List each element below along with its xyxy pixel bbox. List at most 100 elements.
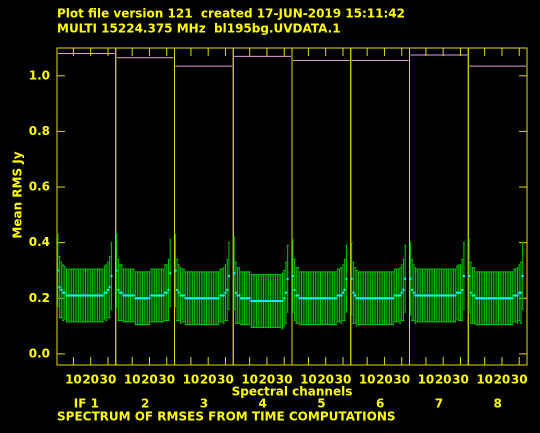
point [255, 300, 258, 303]
point [445, 294, 448, 297]
point [105, 291, 108, 294]
point [167, 288, 170, 291]
point [521, 275, 524, 278]
point [321, 297, 324, 300]
point [240, 297, 243, 300]
point [411, 288, 414, 291]
point [79, 294, 82, 297]
point [278, 300, 281, 303]
point [371, 297, 374, 300]
x-tick-label: 30 [511, 373, 528, 387]
point [319, 297, 322, 300]
point [390, 297, 393, 300]
point [400, 291, 403, 294]
point [84, 294, 87, 297]
point [101, 294, 104, 297]
panel-frame [291, 47, 352, 366]
panel-label: 8 [493, 397, 501, 411]
point [488, 297, 491, 300]
x-tick-label: 20 [435, 373, 452, 387]
point [86, 294, 89, 297]
point [302, 297, 305, 300]
point [87, 294, 90, 297]
point [252, 300, 255, 303]
point [174, 269, 177, 272]
chart-title: Plot file version 121 created 17-JUN-201… [57, 7, 405, 21]
x-tick-label: 10 [300, 373, 317, 387]
point [250, 300, 253, 303]
y-tick-label: 0.6 [29, 180, 50, 194]
point [94, 294, 97, 297]
point [423, 294, 426, 297]
x-tick-label: 20 [317, 373, 334, 387]
y-axis-label: Mean RMS Jy [11, 151, 25, 238]
point [257, 300, 260, 303]
point [433, 294, 436, 297]
point [310, 297, 313, 300]
point [447, 294, 450, 297]
point [127, 294, 130, 297]
point [507, 297, 510, 300]
point [241, 297, 244, 300]
point [418, 294, 421, 297]
x-tick-label: 10 [359, 373, 376, 387]
point [364, 297, 367, 300]
point [184, 297, 187, 300]
x-tick-label: 10 [65, 373, 82, 387]
point [276, 300, 279, 303]
point [286, 277, 289, 280]
point [62, 291, 65, 294]
point [343, 288, 346, 291]
point [352, 291, 355, 294]
point [295, 294, 298, 297]
point [119, 291, 122, 294]
point [383, 297, 386, 300]
point [264, 300, 267, 303]
point [122, 294, 125, 297]
point [224, 291, 227, 294]
point [210, 297, 213, 300]
point [461, 288, 464, 291]
point [476, 297, 479, 300]
point [259, 300, 262, 303]
point [117, 288, 120, 291]
point [303, 297, 306, 300]
point [338, 294, 341, 297]
point [511, 297, 514, 300]
point [478, 297, 481, 300]
point [502, 297, 505, 300]
point [77, 294, 80, 297]
point [139, 297, 142, 300]
point [157, 294, 160, 297]
point [473, 294, 476, 297]
point [131, 294, 134, 297]
point [345, 277, 348, 280]
x-tick-label: 20 [259, 373, 276, 387]
point [177, 291, 180, 294]
point [450, 294, 453, 297]
point [298, 297, 301, 300]
point [267, 300, 270, 303]
point [151, 294, 154, 297]
x-tick-label: 30 [276, 373, 293, 387]
point [416, 294, 419, 297]
point [485, 297, 488, 300]
point [316, 297, 319, 300]
point [227, 275, 230, 278]
point [374, 297, 377, 300]
point [293, 288, 296, 291]
point [138, 297, 141, 300]
point [160, 294, 163, 297]
point [181, 294, 184, 297]
point [279, 300, 282, 303]
point [397, 294, 400, 297]
point [221, 294, 224, 297]
point [424, 294, 427, 297]
point [367, 297, 370, 300]
point [100, 294, 103, 297]
point [82, 294, 85, 297]
point [495, 297, 498, 300]
point [350, 277, 353, 280]
